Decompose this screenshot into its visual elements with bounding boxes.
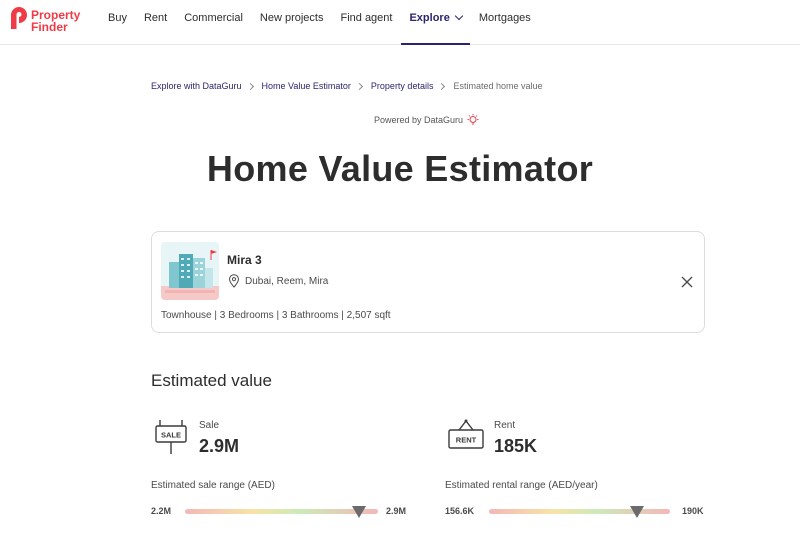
- close-icon[interactable]: [680, 275, 694, 289]
- sale-range-min: 2.2M: [151, 506, 172, 516]
- sale-range-title: Estimated sale range (AED): [151, 480, 275, 491]
- chevron-right-icon: [438, 82, 446, 90]
- breadcrumb-explore[interactable]: Explore with DataGuru: [151, 81, 242, 91]
- breadcrumb-current: Estimated home value: [453, 81, 543, 91]
- rent-range-title: Estimated rental range (AED/year): [445, 480, 598, 491]
- property-thumbnail: [161, 242, 219, 300]
- main-nav: Buy Rent Commercial New projects Find ag…: [108, 0, 548, 45]
- rent-range-max: 190K: [682, 506, 704, 516]
- logo-mark-icon: [11, 7, 27, 29]
- rent-sign-text: RENT: [456, 436, 477, 445]
- nav-item-rent[interactable]: Rent: [143, 12, 168, 24]
- nav-item-new-projects[interactable]: New projects: [259, 12, 324, 24]
- property-card: Mira 3 Dubai, Reem, Mira Townhouse | 3 B…: [151, 231, 705, 333]
- nav-item-buy[interactable]: Buy: [108, 12, 127, 24]
- sale-range-max: 2.9M: [386, 506, 407, 516]
- page-title: Home Value Estimator: [206, 148, 594, 189]
- sale-sign-icon: SALE: [155, 420, 187, 454]
- nav-item-mortgages[interactable]: Mortgages: [478, 12, 531, 24]
- rent-value: 185K: [494, 436, 538, 456]
- sale-range-bar: [185, 509, 378, 514]
- rent-sign-icon: RENT: [448, 419, 484, 449]
- nav-item-explore[interactable]: Explore: [401, 0, 471, 45]
- rent-range-bar: [489, 509, 670, 514]
- chevron-right-icon: [355, 82, 363, 90]
- map-pin-icon: [228, 274, 240, 288]
- nav-item-commercial[interactable]: Commercial: [184, 12, 243, 24]
- top-header: Property Finder Buy Rent Commercial New …: [0, 0, 800, 45]
- property-finder-logo[interactable]: Property Finder: [9, 5, 89, 37]
- sale-value: 2.9M: [199, 436, 240, 456]
- rent-label: Rent: [494, 420, 516, 431]
- powered-by: Powered by DataGuru: [374, 113, 480, 127]
- sale-range-marker: [351, 506, 366, 518]
- breadcrumb: Explore with DataGuru Home Value Estimat…: [151, 81, 543, 91]
- chevron-down-icon: [454, 11, 464, 21]
- property-location: Dubai, Reem, Mira: [228, 274, 328, 288]
- breadcrumb-property-details[interactable]: Property details: [370, 81, 434, 91]
- rent-range-marker: [630, 506, 645, 518]
- estimated-value-heading: Estimated value: [151, 371, 272, 390]
- nav-item-find-agent[interactable]: Find agent: [340, 12, 393, 24]
- property-location-text: Dubai, Reem, Mira: [245, 275, 329, 287]
- rent-range-min: 156.6K: [445, 506, 475, 516]
- building-illustration-icon: [161, 242, 219, 300]
- powered-by-text: Powered by DataGuru: [374, 115, 464, 125]
- lightbulb-icon: [467, 114, 479, 125]
- breadcrumb-home-value-estimator[interactable]: Home Value Estimator: [261, 81, 351, 91]
- property-specs: Townhouse | 3 Bedrooms | 3 Bathrooms | 2…: [161, 310, 391, 321]
- property-name: Mira 3: [227, 253, 262, 267]
- chevron-right-icon: [246, 82, 254, 90]
- logo-text: Property Finder: [31, 8, 81, 34]
- sale-label: Sale: [199, 420, 220, 431]
- sale-sign-text: SALE: [161, 431, 181, 440]
